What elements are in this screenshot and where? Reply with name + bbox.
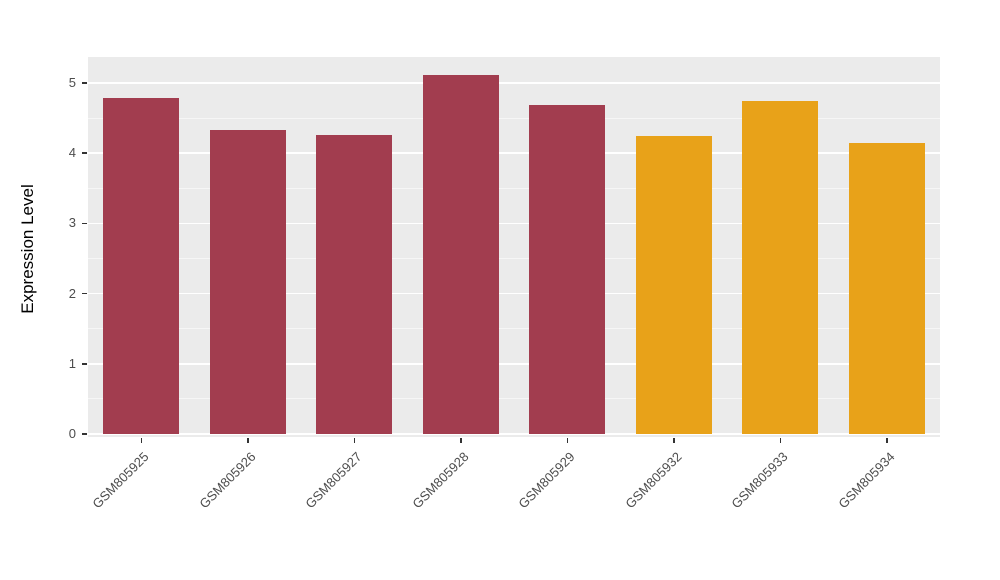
x-tick-mark	[779, 438, 781, 443]
y-tick-label: 3	[68, 215, 76, 231]
x-tick-label: GSM805933	[728, 449, 791, 512]
x-tick-label: GSM805934	[835, 449, 898, 512]
bar	[103, 97, 180, 434]
gridline-major	[88, 292, 940, 295]
y-tick-mark	[82, 82, 87, 84]
x-tick-mark	[353, 438, 355, 443]
bar	[316, 134, 393, 434]
y-tick-label: 5	[68, 75, 76, 90]
x-tick-label: GSM805925	[89, 449, 152, 512]
gridline-minor	[88, 187, 940, 189]
x-tick-mark	[140, 438, 142, 443]
x-tick-label: GSM805928	[409, 449, 472, 512]
bar	[848, 142, 925, 434]
bar	[529, 105, 606, 434]
gridline-minor	[88, 398, 940, 400]
y-tick-mark	[82, 433, 87, 435]
x-tick-mark	[673, 438, 675, 443]
x-tick-mark	[460, 438, 462, 443]
bar	[209, 130, 286, 434]
gridline-major	[88, 222, 940, 225]
y-tick-mark	[82, 363, 87, 365]
gridline-major	[88, 82, 940, 84]
x-tick-mark	[886, 438, 888, 443]
gridline-minor	[88, 258, 940, 259]
gridline-major	[88, 363, 940, 365]
y-tick-mark	[82, 292, 87, 295]
y-tick-mark	[82, 152, 87, 154]
y-tick-label: 2	[68, 285, 76, 301]
x-tick-label: GSM805929	[515, 449, 578, 512]
y-tick-label: 1	[68, 355, 76, 371]
bar	[635, 136, 712, 434]
y-axis-title: Expression Level	[18, 184, 37, 314]
y-tick-mark	[82, 222, 87, 225]
bar	[742, 100, 819, 434]
y-tick-label: 4	[68, 145, 76, 161]
bar	[422, 75, 499, 434]
gridline-major	[88, 152, 940, 154]
plot-panel	[88, 57, 940, 437]
x-tick-label: GSM805927	[302, 449, 365, 512]
gridline-minor	[88, 117, 940, 119]
x-tick-label: GSM805932	[622, 449, 685, 512]
gridline-minor	[88, 328, 940, 330]
y-tick-label: 0	[68, 426, 76, 441]
gridline-major	[88, 433, 940, 435]
x-tick-mark	[566, 438, 568, 443]
x-tick-label: GSM805926	[196, 449, 259, 512]
x-tick-mark	[247, 438, 249, 443]
